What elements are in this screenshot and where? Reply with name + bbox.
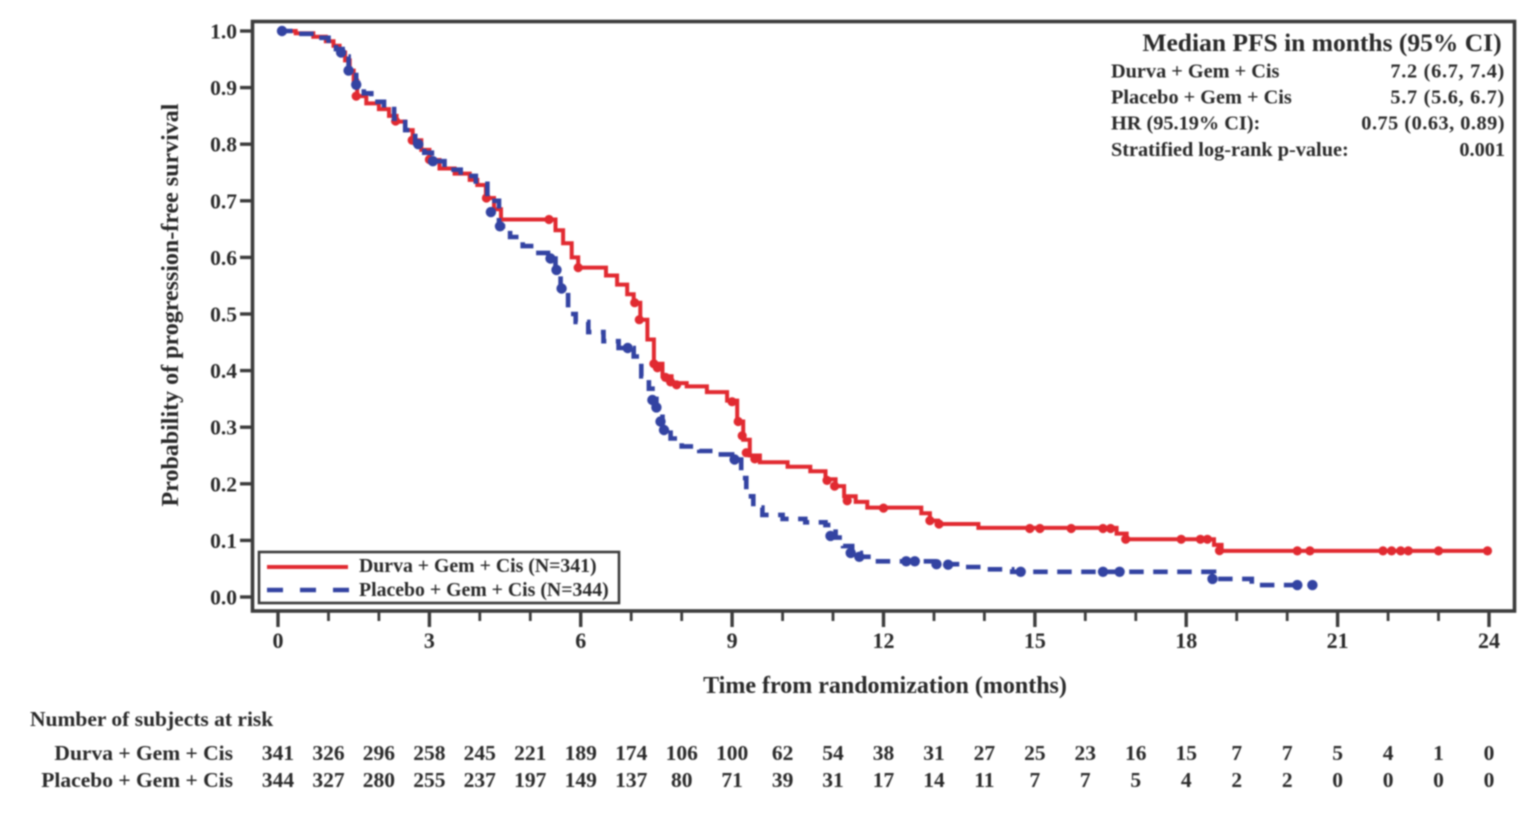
svg-text:14: 14 <box>923 768 945 792</box>
svg-text:0: 0 <box>1484 768 1495 792</box>
svg-text:62: 62 <box>772 741 794 765</box>
svg-text:2: 2 <box>1282 768 1293 792</box>
svg-text:Durva + Gem + Cis: Durva + Gem + Cis <box>54 741 233 765</box>
svg-text:Number of subjects at risk: Number of subjects at risk <box>30 707 273 731</box>
svg-text:0.4: 0.4 <box>210 359 237 383</box>
svg-text:0.7: 0.7 <box>210 189 237 213</box>
svg-text:0.001: 0.001 <box>1459 139 1505 161</box>
svg-text:280: 280 <box>363 768 395 792</box>
svg-text:7.2 (6.7, 7.4): 7.2 (6.7, 7.4) <box>1390 61 1505 83</box>
svg-text:1: 1 <box>1433 741 1444 765</box>
svg-text:71: 71 <box>721 768 743 792</box>
svg-text:17: 17 <box>873 768 895 792</box>
svg-text:4: 4 <box>1181 768 1192 792</box>
svg-text:296: 296 <box>363 741 396 765</box>
svg-text:Placebo + Gem + Cis: Placebo + Gem + Cis <box>1111 87 1292 109</box>
svg-text:Stratified log-rank p-value:: Stratified log-rank p-value: <box>1111 139 1349 161</box>
svg-text:0.9: 0.9 <box>210 76 237 100</box>
svg-text:0.3: 0.3 <box>210 416 237 440</box>
svg-text:4: 4 <box>1383 741 1394 765</box>
svg-text:Placebo + Gem + Cis (N=344): Placebo + Gem + Cis (N=344) <box>359 579 609 601</box>
svg-text:Probability of progression-fre: Probability of progression-free survival <box>158 103 184 506</box>
svg-text:31: 31 <box>822 768 844 792</box>
svg-text:24: 24 <box>1478 628 1500 653</box>
svg-text:0.6: 0.6 <box>210 246 237 270</box>
svg-text:3: 3 <box>424 628 435 653</box>
svg-text:7: 7 <box>1080 768 1091 792</box>
svg-text:HR (95.19% CI):: HR (95.19% CI): <box>1111 113 1260 135</box>
svg-text:0: 0 <box>1433 768 1444 792</box>
svg-text:237: 237 <box>464 768 497 792</box>
svg-text:15: 15 <box>1175 741 1197 765</box>
svg-text:54: 54 <box>822 741 844 765</box>
svg-text:0: 0 <box>1332 768 1343 792</box>
svg-text:221: 221 <box>514 741 546 765</box>
svg-text:18: 18 <box>1175 628 1197 653</box>
svg-text:27: 27 <box>974 741 996 765</box>
svg-text:0: 0 <box>1484 741 1495 765</box>
svg-text:106: 106 <box>666 741 699 765</box>
svg-text:39: 39 <box>772 768 794 792</box>
svg-text:Median PFS in months (95% CI): Median PFS in months (95% CI) <box>1142 28 1501 57</box>
svg-text:7: 7 <box>1030 768 1041 792</box>
svg-text:0.1: 0.1 <box>210 529 237 553</box>
svg-text:Time from randomization (month: Time from randomization (months) <box>703 673 1067 699</box>
svg-text:31: 31 <box>923 741 945 765</box>
svg-text:327: 327 <box>312 768 345 792</box>
svg-text:0: 0 <box>273 628 284 653</box>
svg-text:255: 255 <box>413 768 445 792</box>
svg-text:7: 7 <box>1282 741 1293 765</box>
svg-text:16: 16 <box>1125 741 1147 765</box>
svg-text:5.7 (5.6, 6.7): 5.7 (5.6, 6.7) <box>1390 87 1505 109</box>
svg-text:341: 341 <box>262 741 294 765</box>
svg-text:1.0: 1.0 <box>210 20 237 44</box>
svg-text:38: 38 <box>873 741 895 765</box>
svg-text:7: 7 <box>1231 741 1242 765</box>
svg-text:0.2: 0.2 <box>210 472 237 496</box>
svg-text:174: 174 <box>615 741 648 765</box>
svg-text:197: 197 <box>514 768 547 792</box>
svg-text:0: 0 <box>1383 768 1394 792</box>
svg-text:80: 80 <box>671 768 693 792</box>
svg-text:0.8: 0.8 <box>210 133 237 157</box>
svg-text:11: 11 <box>974 768 994 792</box>
svg-text:100: 100 <box>716 741 748 765</box>
svg-text:Durva + Gem + Cis (N=341): Durva + Gem + Cis (N=341) <box>359 555 597 577</box>
svg-text:5: 5 <box>1130 768 1141 792</box>
svg-text:258: 258 <box>413 741 446 765</box>
svg-text:0.75 (0.63, 0.89): 0.75 (0.63, 0.89) <box>1361 113 1505 135</box>
svg-text:25: 25 <box>1024 741 1046 765</box>
svg-text:15: 15 <box>1024 628 1046 653</box>
svg-text:189: 189 <box>565 741 597 765</box>
svg-text:Placebo + Gem + Cis: Placebo + Gem + Cis <box>41 768 233 792</box>
svg-text:21: 21 <box>1327 628 1349 653</box>
svg-text:149: 149 <box>565 768 597 792</box>
svg-text:12: 12 <box>873 628 895 653</box>
svg-text:5: 5 <box>1332 741 1343 765</box>
svg-text:2: 2 <box>1231 768 1242 792</box>
svg-text:326: 326 <box>312 741 345 765</box>
svg-text:9: 9 <box>727 628 738 653</box>
svg-text:23: 23 <box>1075 741 1097 765</box>
svg-text:137: 137 <box>615 768 648 792</box>
svg-text:245: 245 <box>464 741 496 765</box>
svg-text:0.5: 0.5 <box>210 303 237 327</box>
svg-text:0.0: 0.0 <box>210 586 237 610</box>
svg-text:6: 6 <box>575 628 586 653</box>
svg-text:344: 344 <box>262 768 295 792</box>
svg-text:Durva + Gem + Cis: Durva + Gem + Cis <box>1111 61 1280 83</box>
